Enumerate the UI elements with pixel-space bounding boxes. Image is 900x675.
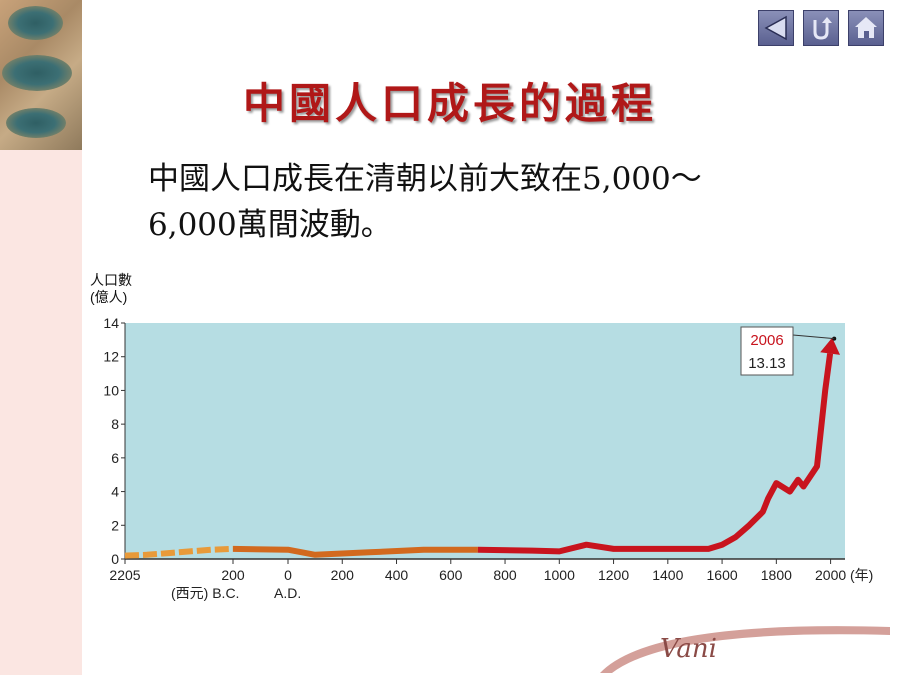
ad-label: A.D. bbox=[274, 585, 301, 601]
return-icon bbox=[813, 17, 832, 40]
footer-signature: Vani bbox=[660, 634, 717, 664]
plot-area bbox=[125, 323, 845, 559]
y-tick-label: 14 bbox=[103, 315, 119, 331]
home-icon bbox=[855, 17, 877, 38]
annotation-year: 2006 bbox=[750, 332, 783, 349]
x-tick-label: 1000 bbox=[544, 567, 575, 583]
y-tick-label: 0 bbox=[111, 551, 119, 567]
x-tick-label: 2000 bbox=[815, 567, 846, 583]
x-tick-label: 2205 bbox=[109, 567, 140, 583]
y-tick-label: 12 bbox=[103, 349, 119, 365]
x-tick-label: 400 bbox=[385, 567, 409, 583]
x-tick-label: 0 bbox=[284, 567, 292, 583]
population-line-middle bbox=[232, 545, 478, 558]
x-tick-label: 800 bbox=[493, 567, 517, 583]
annotation-value: 13.13 bbox=[748, 355, 786, 372]
y-tick-label: 2 bbox=[111, 517, 119, 533]
page-title: 中國人口成長的過程 bbox=[242, 79, 657, 128]
body-paragraph: 中國人口成長在清朝以前大致在5,000～ 6,000萬間波動。 bbox=[148, 156, 868, 248]
footer-decoration: Vani bbox=[600, 626, 890, 673]
y-tick-label: 6 bbox=[111, 450, 119, 466]
x-tick-label: 1600 bbox=[707, 567, 738, 583]
y-tick-label: 8 bbox=[111, 416, 119, 432]
back-button[interactable] bbox=[758, 10, 794, 46]
population-line-early bbox=[124, 545, 234, 559]
x-tick-label: 1800 bbox=[761, 567, 792, 583]
body-line-2: 6,000萬間波動。 bbox=[148, 207, 392, 243]
x-tick-label: 1400 bbox=[652, 567, 683, 583]
y-axis-label-line-2: (億人) bbox=[90, 289, 128, 305]
back-icon bbox=[764, 15, 787, 41]
population-arrowhead bbox=[820, 337, 841, 355]
population-line-late bbox=[477, 353, 834, 555]
x-axis-unit: (年) bbox=[850, 567, 873, 583]
x-tick-label: 200 bbox=[221, 567, 245, 583]
bc-label: (西元) B.C. bbox=[171, 585, 239, 601]
archaeology-photo bbox=[0, 0, 82, 150]
x-tick-label: 200 bbox=[331, 567, 355, 583]
annotation-leader bbox=[792, 334, 835, 340]
y-axis-label-line-1: 人口數 bbox=[90, 272, 132, 288]
x-tick-label: 600 bbox=[439, 567, 463, 583]
y-axis-label: 人口數 (億人) bbox=[90, 272, 132, 306]
return-button[interactable] bbox=[803, 10, 839, 46]
y-tick-label: 4 bbox=[111, 484, 119, 500]
annotation-box bbox=[740, 326, 794, 376]
body-line-1: 中國人口成長在清朝以前大致在5,000～ bbox=[148, 161, 702, 197]
footer-swoosh bbox=[600, 626, 890, 673]
home-button[interactable] bbox=[848, 10, 884, 46]
y-tick-label: 10 bbox=[103, 382, 119, 398]
x-tick-label: 1200 bbox=[598, 567, 629, 583]
